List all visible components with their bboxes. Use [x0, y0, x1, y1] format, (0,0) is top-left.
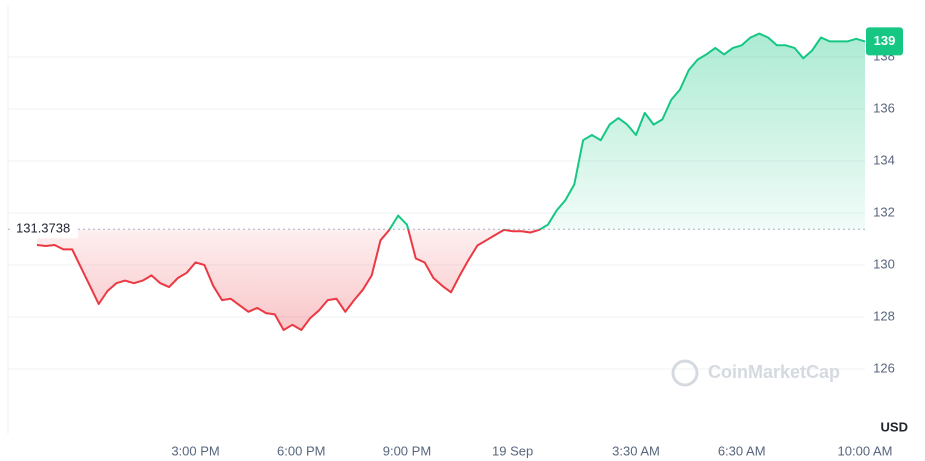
watermark: CoinMarketCap	[708, 362, 840, 382]
x-tick-label: 19 Sep	[492, 443, 533, 458]
y-tick-label: 136	[873, 100, 895, 115]
y-tick-label: 130	[873, 256, 895, 271]
price-line	[36, 32, 866, 331]
baseline-label: 131.3738	[16, 221, 70, 236]
x-tick-label: 3:30 AM	[612, 443, 660, 458]
x-tick-label: 6:30 AM	[718, 443, 766, 458]
x-tick-label: 10:00 AM	[838, 443, 893, 458]
y-tick-label: 128	[873, 308, 895, 323]
baseline-label-bg	[10, 220, 78, 239]
y-tick-label: 134	[873, 152, 895, 167]
price-badge	[866, 27, 903, 56]
watermark-logo	[671, 359, 699, 387]
y-tick-label: 126	[873, 360, 895, 375]
x-tick-label: 9:00 PM	[383, 443, 431, 458]
y-tick-label: 132	[873, 204, 895, 219]
x-tick-label: 3:00 PM	[171, 443, 219, 458]
price-badge-label: 139	[874, 33, 896, 48]
area	[37, 33, 865, 330]
x-tick-label: 6:00 PM	[277, 443, 325, 458]
y-unit: USD	[881, 419, 908, 434]
